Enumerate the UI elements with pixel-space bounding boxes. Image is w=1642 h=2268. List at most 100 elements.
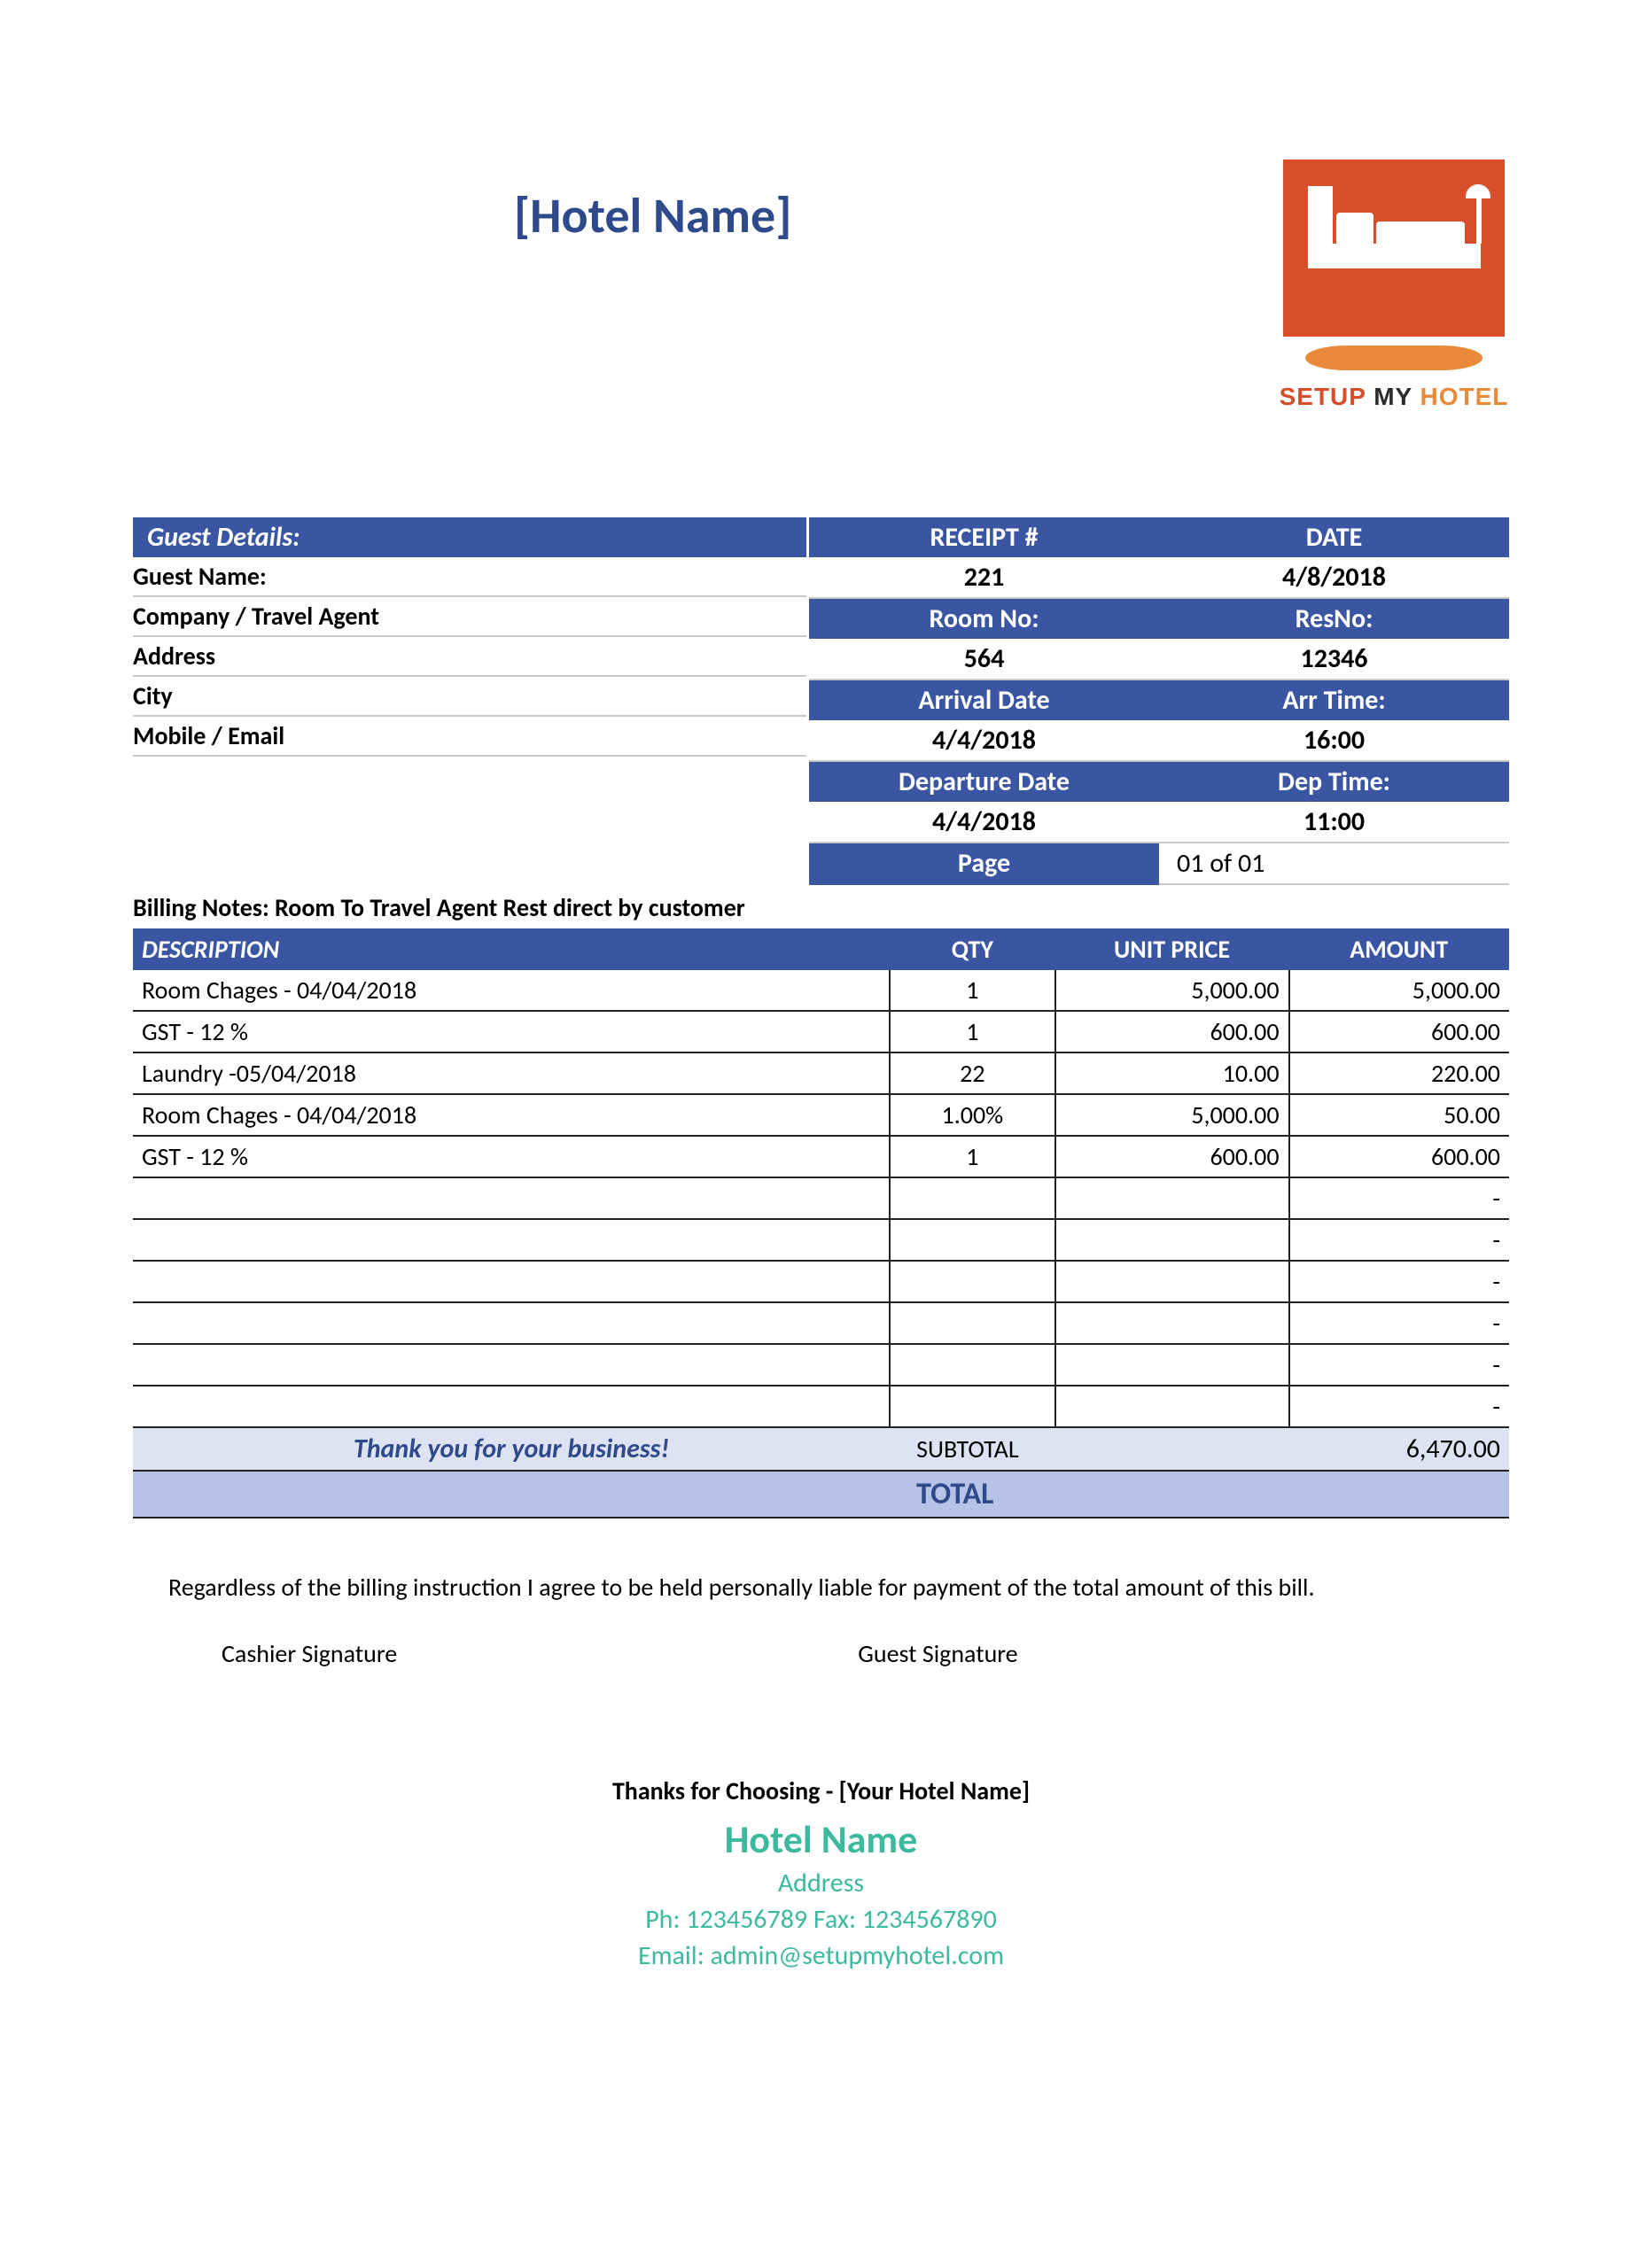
logo-icon bbox=[1283, 159, 1505, 337]
logo: SETUP MY HOTEL bbox=[1279, 159, 1509, 411]
cell-qty bbox=[890, 1344, 1054, 1386]
header: [Hotel Name] SETUP MY HOTEL bbox=[133, 159, 1509, 411]
cell-unit-price bbox=[1055, 1177, 1289, 1219]
logo-text-setup: SETUP bbox=[1280, 383, 1366, 410]
footer-phone-fax: Ph: 123456789 Fax: 1234567890 bbox=[133, 1903, 1509, 1936]
thank-you-text: Thank you for your business! bbox=[133, 1427, 890, 1471]
date-value: 4/8/2018 bbox=[1159, 557, 1509, 599]
cell-amount: - bbox=[1289, 1302, 1509, 1344]
col-description: DESCRIPTION bbox=[133, 928, 890, 970]
cell-description bbox=[133, 1261, 890, 1302]
page-label: Page bbox=[809, 843, 1159, 885]
arrival-date-label: Arrival Date bbox=[809, 680, 1159, 720]
cell-qty: 1 bbox=[890, 1011, 1054, 1052]
receipt-meta: RECEIPT # DATE 221 4/8/2018 Room No: Res… bbox=[809, 517, 1509, 885]
receipt-no-label: RECEIPT # bbox=[809, 517, 1159, 557]
date-label: DATE bbox=[1159, 517, 1509, 557]
cell-unit-price: 10.00 bbox=[1055, 1052, 1289, 1094]
table-row: Room Chages - 04/04/201815,000.005,000.0… bbox=[133, 970, 1509, 1011]
table-row: - bbox=[133, 1302, 1509, 1344]
subtotal-row: Thank you for your business! SUBTOTAL 6,… bbox=[133, 1427, 1509, 1471]
cell-unit-price bbox=[1055, 1302, 1289, 1344]
cell-qty: 1 bbox=[890, 1136, 1054, 1177]
cell-description bbox=[133, 1219, 890, 1261]
col-unit-price: UNIT PRICE bbox=[1055, 928, 1289, 970]
guest-city-label: City bbox=[133, 677, 806, 717]
cell-amount: 600.00 bbox=[1289, 1011, 1509, 1052]
cell-amount: - bbox=[1289, 1261, 1509, 1302]
receipt-no-value: 221 bbox=[809, 557, 1159, 599]
cell-amount: 220.00 bbox=[1289, 1052, 1509, 1094]
col-amount: AMOUNT bbox=[1289, 928, 1509, 970]
cell-amount: - bbox=[1289, 1177, 1509, 1219]
cell-unit-price bbox=[1055, 1261, 1289, 1302]
cell-qty bbox=[890, 1302, 1054, 1344]
cell-amount: - bbox=[1289, 1219, 1509, 1261]
cell-amount: - bbox=[1289, 1386, 1509, 1427]
cell-description: Laundry -05/04/2018 bbox=[133, 1052, 890, 1094]
hotel-title: [Hotel Name] bbox=[514, 186, 791, 246]
cell-unit-price bbox=[1055, 1386, 1289, 1427]
footer: Thanks for Choosing - [Your Hotel Name] … bbox=[133, 1775, 1509, 1972]
dep-time-label: Dep Time: bbox=[1159, 762, 1509, 802]
col-qty: QTY bbox=[890, 928, 1054, 970]
table-row: Laundry -05/04/20182210.00220.00 bbox=[133, 1052, 1509, 1094]
arrival-date-value: 4/4/2018 bbox=[809, 720, 1159, 762]
cell-unit-price bbox=[1055, 1344, 1289, 1386]
cell-description: Room Chages - 04/04/2018 bbox=[133, 1094, 890, 1136]
cell-qty bbox=[890, 1261, 1054, 1302]
cell-unit-price: 5,000.00 bbox=[1055, 970, 1289, 1011]
cell-description: GST - 12 % bbox=[133, 1011, 890, 1052]
cashier-signature-label: Cashier Signature bbox=[222, 1638, 397, 1669]
res-no-value: 12346 bbox=[1159, 639, 1509, 680]
arr-time-label: Arr Time: bbox=[1159, 680, 1509, 720]
room-no-label: Room No: bbox=[809, 599, 1159, 639]
departure-date-label: Departure Date bbox=[809, 762, 1159, 802]
guest-address-label: Address bbox=[133, 637, 806, 677]
guest-details-header: Guest Details: bbox=[133, 517, 806, 557]
total-label: TOTAL bbox=[890, 1471, 1288, 1518]
table-row: - bbox=[133, 1344, 1509, 1386]
footer-email: Email: admin@setupmyhotel.com bbox=[133, 1939, 1509, 1972]
arr-time-value: 16:00 bbox=[1159, 720, 1509, 762]
table-row: - bbox=[133, 1386, 1509, 1427]
footer-address: Address bbox=[133, 1867, 1509, 1899]
table-row: GST - 12 %1600.00600.00 bbox=[133, 1136, 1509, 1177]
room-no-value: 564 bbox=[809, 639, 1159, 680]
total-row: TOTAL bbox=[133, 1471, 1509, 1518]
cell-description bbox=[133, 1177, 890, 1219]
signature-row: Cashier Signature Guest Signature bbox=[133, 1638, 1509, 1669]
cell-description bbox=[133, 1386, 890, 1427]
cell-description: Room Chages - 04/04/2018 bbox=[133, 970, 890, 1011]
cell-amount: 50.00 bbox=[1289, 1094, 1509, 1136]
receipt-page: [Hotel Name] SETUP MY HOTEL Guest Detail… bbox=[0, 0, 1642, 2268]
cell-unit-price: 600.00 bbox=[1055, 1011, 1289, 1052]
line-items-table: DESCRIPTION QTY UNIT PRICE AMOUNT Room C… bbox=[133, 928, 1509, 1518]
cell-qty bbox=[890, 1386, 1054, 1427]
cell-qty bbox=[890, 1177, 1054, 1219]
cell-amount: - bbox=[1289, 1344, 1509, 1386]
table-row: - bbox=[133, 1177, 1509, 1219]
guest-mobile-label: Mobile / Email bbox=[133, 717, 806, 757]
cell-description: GST - 12 % bbox=[133, 1136, 890, 1177]
table-row: - bbox=[133, 1219, 1509, 1261]
cell-description bbox=[133, 1344, 890, 1386]
cell-description bbox=[133, 1302, 890, 1344]
logo-wave-icon bbox=[1279, 346, 1509, 376]
departure-date-value: 4/4/2018 bbox=[809, 802, 1159, 843]
table-row: GST - 12 %1600.00600.00 bbox=[133, 1011, 1509, 1052]
logo-text: SETUP MY HOTEL bbox=[1279, 383, 1509, 411]
cell-unit-price: 600.00 bbox=[1055, 1136, 1289, 1177]
res-no-label: ResNo: bbox=[1159, 599, 1509, 639]
guest-company-label: Company / Travel Agent bbox=[133, 597, 806, 637]
billing-notes: Billing Notes: Room To Travel Agent Rest… bbox=[133, 892, 1509, 923]
cell-unit-price: 5,000.00 bbox=[1055, 1094, 1289, 1136]
subtotal-label: SUBTOTAL bbox=[890, 1427, 1288, 1471]
cell-amount: 5,000.00 bbox=[1289, 970, 1509, 1011]
disclaimer-text: Regardless of the billing instruction I … bbox=[168, 1572, 1474, 1603]
guest-signature-label: Guest Signature bbox=[858, 1638, 1017, 1669]
cell-qty bbox=[890, 1219, 1054, 1261]
guest-name-label: Guest Name: bbox=[133, 557, 806, 597]
cell-qty: 1 bbox=[890, 970, 1054, 1011]
logo-text-my: MY bbox=[1374, 383, 1412, 410]
